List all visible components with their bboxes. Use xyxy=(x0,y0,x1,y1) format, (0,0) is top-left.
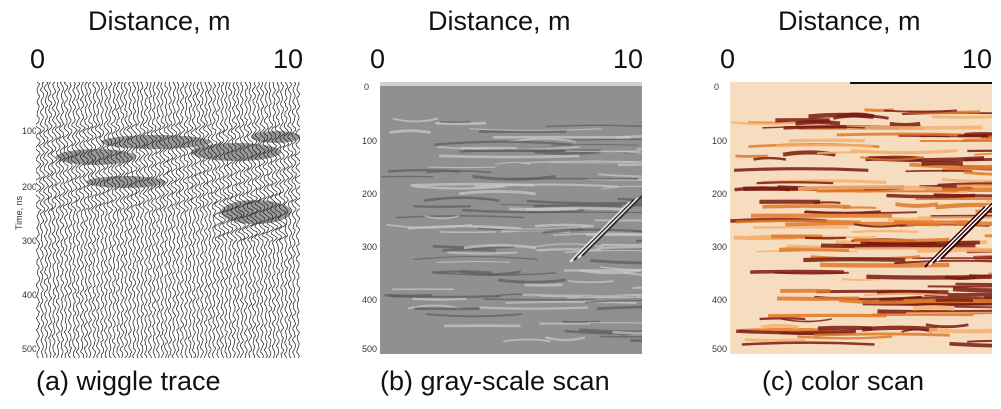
panel-a: Distance, m 0 10 Time, ns 100 200 300 40… xyxy=(0,0,320,409)
panel-a-y-tick-100: 100 xyxy=(22,126,38,136)
panel-a-y-tick-300: 300 xyxy=(22,236,38,246)
gray-scale-scan-image xyxy=(380,82,642,354)
panel-c-x-tick-max: 10 xyxy=(962,44,993,74)
panel-c-y-tick-200: 200 xyxy=(712,189,728,199)
panel-b-y-tick-300: 300 xyxy=(362,242,378,252)
panel-a-x-axis-title: Distance, m xyxy=(88,6,231,36)
panel-a-y-tick-400: 400 xyxy=(22,290,38,300)
panel-c-y-tick-500: 500 xyxy=(712,344,728,354)
panel-c-x-tick-min: 0 xyxy=(720,44,736,74)
panel-a-y-tick-200: 200 xyxy=(22,182,38,192)
panel-a-x-tick-min: 0 xyxy=(30,44,46,74)
panel-b-y-tick-400: 400 xyxy=(362,295,378,305)
panel-c-y-tick-300: 300 xyxy=(712,242,728,252)
panel-a-caption: (a) wiggle trace xyxy=(36,366,221,396)
panel-c-y-tick-400: 400 xyxy=(712,295,728,305)
panel-c-caption: (c) color scan xyxy=(762,366,925,396)
panel-b: Distance, m 0 10 0 100 200 300 400 500 (… xyxy=(340,0,660,409)
color-scan-image xyxy=(730,82,992,354)
panel-b-y-tick-100: 100 xyxy=(362,136,378,146)
panel-a-y-axis-title: Time, ns xyxy=(14,195,24,230)
panel-b-x-tick-min: 0 xyxy=(370,44,386,74)
panel-b-y-tick-0: 0 xyxy=(364,82,370,92)
panel-c: Distance, m 0 10 0 100 200 300 400 500 (… xyxy=(690,0,1001,409)
panel-b-caption: (b) gray-scale scan xyxy=(380,366,610,396)
panel-a-x-tick-max: 10 xyxy=(273,44,304,74)
wiggle-trace-image xyxy=(36,82,300,358)
panel-b-x-tick-max: 10 xyxy=(613,44,644,74)
panel-c-y-tick-100: 100 xyxy=(712,136,728,146)
panel-b-x-axis-title: Distance, m xyxy=(428,6,571,36)
panel-a-y-tick-500: 500 xyxy=(22,344,38,354)
panel-c-y-tick-0: 0 xyxy=(714,82,720,92)
panel-b-y-tick-500: 500 xyxy=(362,344,378,354)
panel-c-x-axis-title: Distance, m xyxy=(778,6,921,36)
panel-b-y-tick-200: 200 xyxy=(362,189,378,199)
